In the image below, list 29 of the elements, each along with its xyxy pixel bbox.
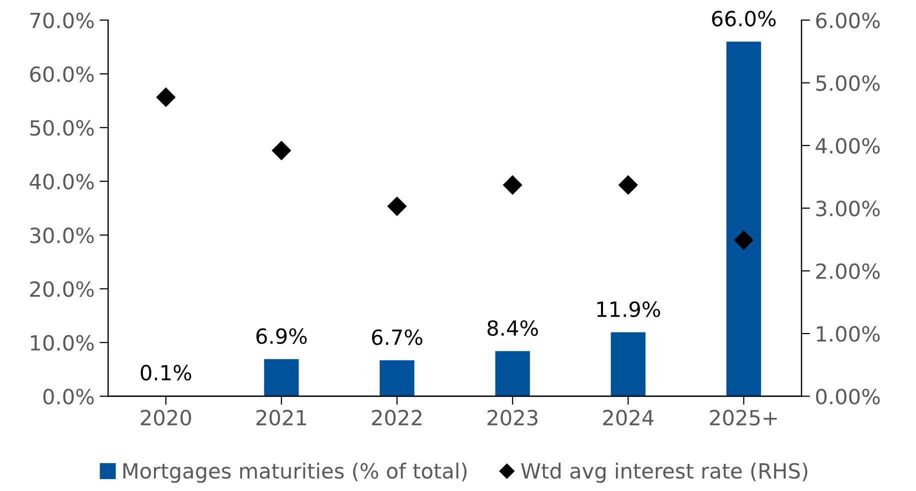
data-label: 11.9%	[597, 301, 660, 318]
y2-tick-label: 5.00%	[816, 75, 880, 92]
y-tick-label: 30.0%	[30, 228, 94, 244]
y-tick-label: 20.0%	[30, 281, 94, 297]
y-tick-label: 60.0%	[30, 66, 94, 82]
data-label: 66.0%	[712, 10, 776, 26]
y-tick-label: 70.0%	[30, 12, 94, 28]
y2-tick-label: 3.00%	[816, 200, 880, 216]
x-tick-label: 2024	[603, 410, 654, 426]
y2-tick-label: 2.00%	[816, 263, 880, 280]
y-tick-label: 50.0%	[30, 120, 94, 136]
x-tick-label: 2023	[488, 410, 538, 426]
x-tick-label: 2025+	[710, 410, 777, 426]
y2-tick-label: 0.00%	[816, 388, 880, 404]
y2-tick-label: 1.00%	[816, 326, 880, 342]
y-tick-label: 10.0%	[31, 334, 94, 351]
legend-label: Mortgages maturities (% of total)	[123, 462, 467, 483]
data-label: 0.1%	[140, 364, 192, 381]
y2-tick-label: 4.00%	[816, 138, 880, 154]
x-tick-label: 2020	[140, 410, 191, 426]
data-label: 8.4%	[488, 320, 538, 336]
x-tick-label: 2021	[256, 410, 306, 426]
legend-label: Wtd avg interest rate (RHS)	[521, 462, 808, 483]
data-label: 6.7%	[372, 329, 422, 346]
y-tick-label: 40.0%	[30, 174, 94, 190]
y2-tick-label: 6.00%	[816, 12, 880, 28]
y-tick-label: 0.0%	[43, 388, 94, 404]
data-label: 6.9%	[256, 328, 307, 344]
x-tick-label: 2022	[372, 410, 422, 426]
